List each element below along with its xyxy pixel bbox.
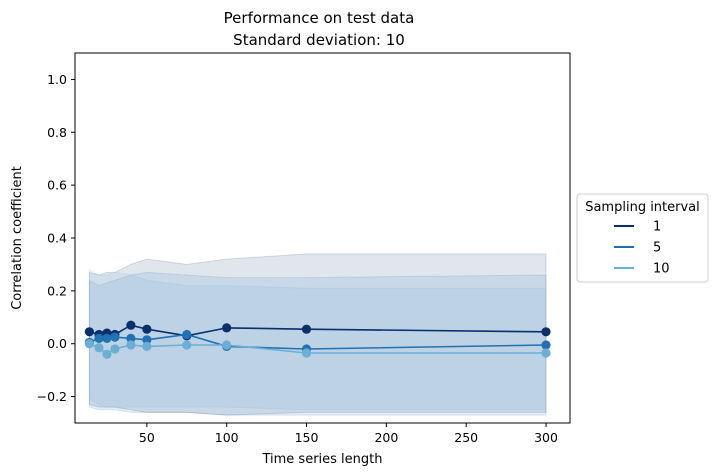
series-points — [84, 320, 551, 359]
point-series-10 — [126, 340, 136, 350]
band-series-10 — [88, 268, 547, 411]
y-tick-label: 0.8 — [47, 125, 67, 140]
y-tick-label: 0.4 — [47, 231, 67, 246]
x-tick-label: 50 — [139, 430, 155, 445]
y-tick-label: 0.6 — [47, 178, 67, 193]
point-series-5 — [94, 333, 104, 343]
point-series-5 — [126, 333, 136, 343]
y-tick-label: 0.0 — [47, 336, 67, 351]
point-series-10 — [182, 340, 192, 350]
legend-label-5: 5 — [653, 241, 661, 256]
point-series-5 — [142, 335, 152, 345]
x-tick-label: 150 — [295, 430, 319, 445]
point-series-5 — [110, 332, 120, 342]
point-series-5 — [541, 340, 551, 350]
point-series-1 — [126, 320, 136, 330]
point-series-10 — [301, 348, 312, 358]
point-series-1 — [541, 327, 551, 337]
point-series-10 — [84, 339, 94, 349]
point-series-5 — [182, 329, 192, 340]
point-series-10 — [541, 348, 551, 358]
point-series-1 — [222, 323, 232, 333]
point-series-1 — [142, 324, 152, 334]
y-tick-label: −0.2 — [37, 389, 67, 404]
y-tick-label: 1.0 — [47, 72, 67, 87]
chart-subtitle: Standard deviation: 10 — [233, 31, 405, 49]
x-tick-label: 300 — [534, 430, 558, 445]
x-axis-ticks: 50 100 150 200 250 300 — [139, 423, 558, 445]
legend-label-1: 1 — [653, 220, 661, 235]
point-series-10 — [110, 344, 120, 354]
legend-label-10: 10 — [653, 262, 670, 277]
x-tick-label: 200 — [374, 430, 398, 445]
band-series-5 — [88, 271, 547, 416]
point-series-10 — [102, 349, 112, 359]
y-tick-label: 0.2 — [47, 283, 67, 298]
y-axis-label: Correlation coefficient — [10, 166, 25, 310]
legend-title: Sampling interval — [585, 200, 700, 215]
point-series-10 — [222, 340, 232, 350]
band-series-1 — [88, 253, 547, 416]
chart-title: Performance on test data — [224, 9, 415, 27]
x-tick-label: 250 — [454, 430, 478, 445]
point-series-1 — [84, 327, 94, 337]
line-series-10 — [89, 342, 546, 356]
point-series-5 — [102, 333, 112, 343]
legend-box — [576, 193, 709, 283]
x-tick-label: 100 — [215, 430, 239, 445]
y-axis-ticks: −0.2 0.0 0.2 0.4 0.6 0.8 1.0 — [37, 72, 75, 404]
point-series-10 — [142, 341, 152, 351]
confidence-bands — [88, 253, 547, 416]
x-axis-label: Time series length — [261, 452, 382, 467]
point-series-1 — [301, 324, 312, 334]
point-series-10 — [94, 343, 104, 353]
